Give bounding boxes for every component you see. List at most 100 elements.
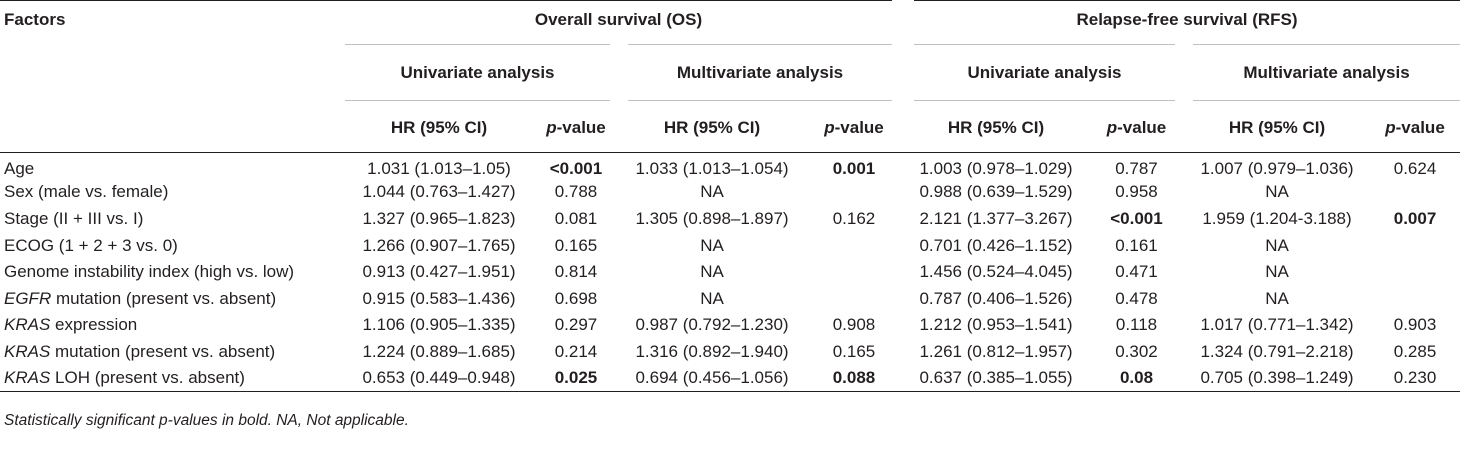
header-rfs-uni-p: p-value bbox=[1089, 101, 1184, 153]
os-uni-hr-cell: 1.031 (1.013–1.05) bbox=[345, 153, 533, 180]
os-uni-p-cell: 0.165 bbox=[533, 232, 619, 259]
header-relapse-free-survival: Relapse-free survival (RFS) bbox=[903, 1, 1460, 45]
os-uni-p-cell: 0.025 bbox=[533, 365, 619, 392]
table-row: KRAS mutation (present vs. absent) 1.224 … bbox=[0, 339, 1460, 366]
rfs-multi-p-cell: 0.285 bbox=[1370, 339, 1460, 366]
factor-cell: Stage (II + III vs. I) bbox=[0, 206, 345, 233]
os-multi-hr-cell: 1.316 (0.892–1.940) bbox=[619, 339, 805, 366]
header-os-multi-p: p-value bbox=[805, 101, 903, 153]
rfs-uni-hr-cell: 0.988 (0.639–1.529) bbox=[903, 179, 1089, 206]
os-uni-hr-cell: 1.327 (0.965–1.823) bbox=[345, 206, 533, 233]
header-factors: Factors bbox=[0, 1, 345, 45]
os-uni-p-cell: 0.814 bbox=[533, 259, 619, 286]
rfs-uni-hr-cell: 1.003 (0.978–1.029) bbox=[903, 153, 1089, 180]
table-row: KRAS LOH (present vs. absent) 0.653 (0.44… bbox=[0, 365, 1460, 392]
header-rfs-multi-hr: HR (95% CI) bbox=[1184, 101, 1370, 153]
rfs-uni-p-cell: 0.302 bbox=[1089, 339, 1184, 366]
os-uni-p-cell: <0.001 bbox=[533, 153, 619, 180]
header-rfs-univariate: Univariate analysis bbox=[903, 45, 1184, 101]
table-row: Genome instability index (high vs. low) 0… bbox=[0, 259, 1460, 286]
os-uni-hr-cell: 0.913 (0.427–1.951) bbox=[345, 259, 533, 286]
header-os-uni-p: p-value bbox=[533, 101, 619, 153]
os-uni-hr-cell: 0.653 (0.449–0.948) bbox=[345, 365, 533, 392]
header-os-univariate: Univariate analysis bbox=[345, 45, 619, 101]
table-row: Age 1.031 (1.013–1.05) <0.001 1.033 (1.013–… bbox=[0, 153, 1460, 180]
os-uni-hr-cell: 1.224 (0.889–1.685) bbox=[345, 339, 533, 366]
rfs-multi-p-cell: 0.624 bbox=[1370, 153, 1460, 180]
os-uni-hr-cell: 1.266 (0.907–1.765) bbox=[345, 232, 533, 259]
rfs-multi-hr-cell: NA bbox=[1184, 232, 1370, 259]
factor-cell: Sex (male vs. female) bbox=[0, 179, 345, 206]
os-multi-p-cell: 0.165 bbox=[805, 339, 903, 366]
factor-cell: Genome instability index (high vs. low) bbox=[0, 259, 345, 286]
rfs-uni-p-cell: <0.001 bbox=[1089, 206, 1184, 233]
os-multi-p-cell bbox=[805, 232, 903, 259]
rfs-uni-hr-cell: 0.701 (0.426–1.152) bbox=[903, 232, 1089, 259]
rfs-multi-hr-cell: NA bbox=[1184, 259, 1370, 286]
rfs-uni-hr-cell: 1.456 (0.524–4.045) bbox=[903, 259, 1089, 286]
rfs-multi-p-cell bbox=[1370, 179, 1460, 206]
os-multi-hr-cell: NA bbox=[619, 179, 805, 206]
rfs-multi-p-cell bbox=[1370, 259, 1460, 286]
rfs-uni-p-cell: 0.958 bbox=[1089, 179, 1184, 206]
header-rfs-uni-hr: HR (95% CI) bbox=[903, 101, 1089, 153]
os-multi-p-cell: 0.001 bbox=[805, 153, 903, 180]
os-multi-hr-cell: 0.987 (0.792–1.230) bbox=[619, 312, 805, 339]
header-os-uni-hr: HR (95% CI) bbox=[345, 101, 533, 153]
rfs-multi-p-cell: 0.903 bbox=[1370, 312, 1460, 339]
table-row: EGFR mutation (present vs. absent) 0.915 … bbox=[0, 285, 1460, 312]
os-uni-hr-cell: 1.044 (0.763–1.427) bbox=[345, 179, 533, 206]
factor-cell: KRAS mutation (present vs. absent) bbox=[0, 339, 345, 366]
rfs-multi-p-cell: 0.230 bbox=[1370, 365, 1460, 392]
rfs-multi-p-cell: 0.007 bbox=[1370, 206, 1460, 233]
rfs-multi-p-cell bbox=[1370, 285, 1460, 312]
rfs-multi-hr-cell: 1.324 (0.791–2.218) bbox=[1184, 339, 1370, 366]
header-os-multivariate: Multivariate analysis bbox=[619, 45, 903, 101]
os-uni-p-cell: 0.297 bbox=[533, 312, 619, 339]
rfs-multi-hr-cell: 0.705 (0.398–1.249) bbox=[1184, 365, 1370, 392]
factor-cell: ECOG (1 + 2 + 3 vs. 0) bbox=[0, 232, 345, 259]
factor-cell: KRAS LOH (present vs. absent) bbox=[0, 365, 345, 392]
rfs-uni-p-cell: 0.478 bbox=[1089, 285, 1184, 312]
header-overall-survival: Overall survival (OS) bbox=[345, 1, 903, 45]
header-rfs-multivariate: Multivariate analysis bbox=[1184, 45, 1460, 101]
rfs-uni-hr-cell: 1.212 (0.953–1.541) bbox=[903, 312, 1089, 339]
rfs-multi-p-cell bbox=[1370, 232, 1460, 259]
rfs-uni-p-cell: 0.787 bbox=[1089, 153, 1184, 180]
factor-cell: Age bbox=[0, 153, 345, 180]
header-rfs-multi-p: p-value bbox=[1370, 101, 1460, 153]
os-uni-hr-cell: 0.915 (0.583–1.436) bbox=[345, 285, 533, 312]
footnote: Statistically significant p-values in bo… bbox=[4, 412, 409, 430]
os-uni-hr-cell: 1.106 (0.905–1.335) bbox=[345, 312, 533, 339]
os-multi-p-cell bbox=[805, 259, 903, 286]
rfs-uni-hr-cell: 1.261 (0.812–1.957) bbox=[903, 339, 1089, 366]
os-multi-p-cell: 0.162 bbox=[805, 206, 903, 233]
os-multi-hr-cell: NA bbox=[619, 232, 805, 259]
rfs-multi-hr-cell: NA bbox=[1184, 179, 1370, 206]
os-multi-p-cell bbox=[805, 285, 903, 312]
table-row: KRAS expression 1.106 (0.905–1.335) 0.297 0… bbox=[0, 312, 1460, 339]
os-uni-p-cell: 0.698 bbox=[533, 285, 619, 312]
factor-cell: KRAS expression bbox=[0, 312, 345, 339]
os-multi-p-cell: 0.908 bbox=[805, 312, 903, 339]
rfs-multi-hr-cell: NA bbox=[1184, 285, 1370, 312]
table-row: Sex (male vs. female) 1.044 (0.763–1.427)… bbox=[0, 179, 1460, 206]
os-multi-hr-cell: 1.305 (0.898–1.897) bbox=[619, 206, 805, 233]
rfs-uni-hr-cell: 0.787 (0.406–1.526) bbox=[903, 285, 1089, 312]
table-row: Stage (II + III vs. I) 1.327 (0.965–1.823… bbox=[0, 206, 1460, 233]
rfs-multi-hr-cell: 1.007 (0.979–1.036) bbox=[1184, 153, 1370, 180]
os-multi-hr-cell: 0.694 (0.456–1.056) bbox=[619, 365, 805, 392]
factor-cell: EGFR mutation (present vs. absent) bbox=[0, 285, 345, 312]
results-table: Factors Overall survival (OS) Relapse-fr… bbox=[0, 0, 1460, 392]
rfs-uni-hr-cell: 0.637 (0.385–1.055) bbox=[903, 365, 1089, 392]
os-multi-hr-cell: NA bbox=[619, 285, 805, 312]
rfs-uni-p-cell: 0.161 bbox=[1089, 232, 1184, 259]
rfs-multi-hr-cell: 1.017 (0.771–1.342) bbox=[1184, 312, 1370, 339]
os-uni-p-cell: 0.788 bbox=[533, 179, 619, 206]
table-row: ECOG (1 + 2 + 3 vs. 0) 1.266 (0.907–1.765… bbox=[0, 232, 1460, 259]
os-multi-p-cell bbox=[805, 179, 903, 206]
rfs-uni-p-cell: 0.08 bbox=[1089, 365, 1184, 392]
rfs-multi-hr-cell: 1.959 (1.204-3.188) bbox=[1184, 206, 1370, 233]
os-uni-p-cell: 0.081 bbox=[533, 206, 619, 233]
os-multi-p-cell: 0.088 bbox=[805, 365, 903, 392]
